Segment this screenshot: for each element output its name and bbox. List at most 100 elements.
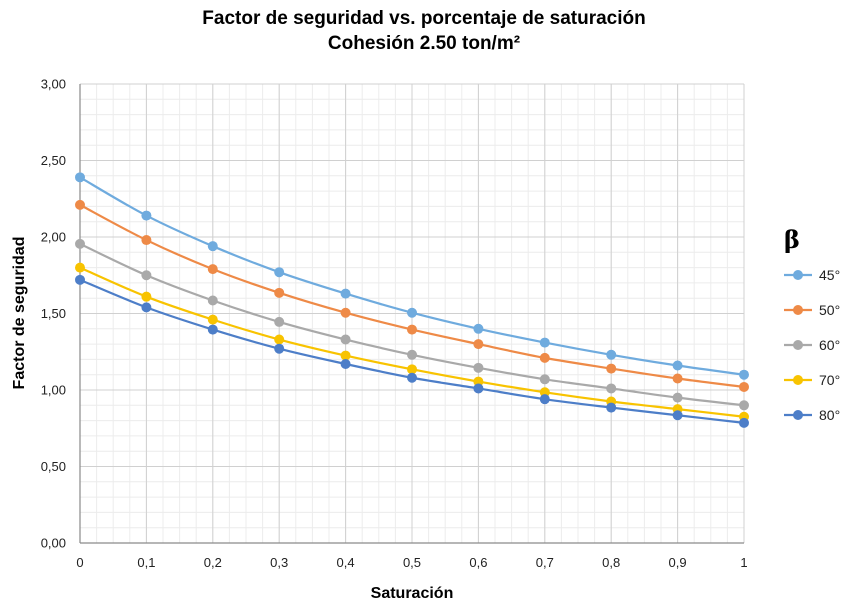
data-point (407, 307, 417, 318)
legend: β 45° 50° 60° 70° 80° (784, 225, 840, 423)
chart-title: Factor de seguridad vs. porcentaje de sa… (202, 8, 645, 29)
legend-label: 60° (819, 337, 840, 353)
data-point (739, 369, 749, 380)
legend-swatch-marker (793, 305, 803, 315)
series-2 (75, 238, 749, 411)
x-tick-label: 1 (740, 555, 747, 570)
legend-swatch-marker (793, 375, 803, 385)
data-point (672, 360, 683, 371)
y-tick-label: 1,00 (41, 383, 66, 398)
data-point (207, 295, 218, 306)
legend-swatch-marker (793, 270, 803, 280)
x-tick-label: 0,3 (270, 555, 288, 570)
y-tick-label: 2,50 (41, 153, 66, 168)
data-point (539, 394, 550, 405)
data-point (274, 287, 285, 298)
x-tick-label: 0,2 (204, 555, 222, 570)
data-point (539, 387, 550, 398)
data-point (340, 334, 351, 345)
y-tick-label: 3,00 (41, 77, 66, 92)
data-point (407, 349, 417, 360)
series-3 (75, 262, 749, 422)
data-point (340, 307, 351, 318)
tick-labels: 0 0,1 0,2 0,3 0,4 0,5 0,6 0,7 0,8 0,9 1 0,00 0,50 1,0… (41, 77, 748, 571)
data-point (672, 392, 683, 403)
legend-label: 80° (819, 407, 840, 423)
data-point (672, 410, 683, 421)
data-point (407, 372, 417, 383)
x-tick-label: 0,9 (669, 555, 687, 570)
data-point (75, 238, 85, 249)
data-point (141, 235, 152, 246)
data-point (473, 383, 484, 394)
data-point (473, 362, 484, 373)
data-point (539, 374, 550, 385)
x-tick-label: 0,6 (469, 555, 487, 570)
data-point (141, 270, 152, 281)
legend-title: β (784, 225, 800, 254)
series-0 (75, 172, 749, 380)
series-lines (75, 172, 749, 428)
legend-swatch-marker (793, 340, 803, 350)
x-tick-label: 0,4 (337, 555, 355, 570)
data-point (739, 381, 749, 392)
y-axis-title: Factor de seguridad (11, 237, 28, 390)
data-point (207, 241, 218, 252)
data-point (274, 267, 285, 278)
data-point (672, 373, 683, 384)
data-point (473, 376, 484, 387)
data-point (141, 291, 152, 302)
x-tick-label: 0,8 (602, 555, 620, 570)
x-tick-label: 0,7 (536, 555, 554, 570)
y-tick-label: 1,50 (41, 306, 66, 321)
y-tick-label: 0,00 (41, 536, 66, 551)
data-point (606, 402, 617, 413)
plot-axes (79, 84, 744, 544)
data-point (473, 339, 484, 350)
legend-item: 70° (784, 372, 840, 388)
legend-item: 50° (784, 302, 840, 318)
legend-label: 45° (819, 267, 840, 283)
data-point (539, 352, 550, 363)
legend-label: 70° (819, 372, 840, 388)
y-tick-label: 0,50 (41, 459, 66, 474)
data-point (606, 383, 617, 394)
legend-label: 50° (819, 302, 840, 318)
legend-item: 60° (784, 337, 840, 353)
data-point (75, 274, 85, 285)
y-tick-label: 2,00 (41, 230, 66, 245)
data-point (207, 324, 218, 335)
data-point (739, 400, 749, 411)
data-point (75, 199, 85, 210)
chart-subtitle: Cohesión 2.50 ton/m² (328, 33, 520, 54)
data-point (207, 264, 218, 275)
x-tick-label: 0,1 (137, 555, 155, 570)
data-point (407, 324, 417, 335)
legend-swatch-marker (793, 410, 803, 420)
data-point (340, 288, 351, 299)
data-point (473, 323, 484, 334)
x-tick-label: 0 (76, 555, 83, 570)
series-1 (75, 199, 749, 392)
data-point (340, 350, 351, 361)
legend-item: 45° (784, 267, 840, 283)
data-point (274, 334, 285, 345)
series-4 (75, 274, 749, 428)
data-point (539, 337, 550, 348)
data-point (274, 343, 285, 354)
data-point (739, 417, 749, 428)
data-point (141, 210, 152, 221)
x-tick-label: 0,5 (403, 555, 421, 570)
data-point (407, 364, 417, 375)
data-point (606, 349, 617, 360)
data-point (207, 314, 218, 325)
data-point (75, 172, 85, 183)
x-axis-title: Saturación (371, 585, 454, 602)
data-point (606, 363, 617, 374)
data-point (141, 302, 152, 313)
data-point (274, 316, 285, 327)
data-point (75, 262, 85, 273)
data-point (340, 358, 351, 369)
legend-item: 80° (784, 407, 840, 423)
